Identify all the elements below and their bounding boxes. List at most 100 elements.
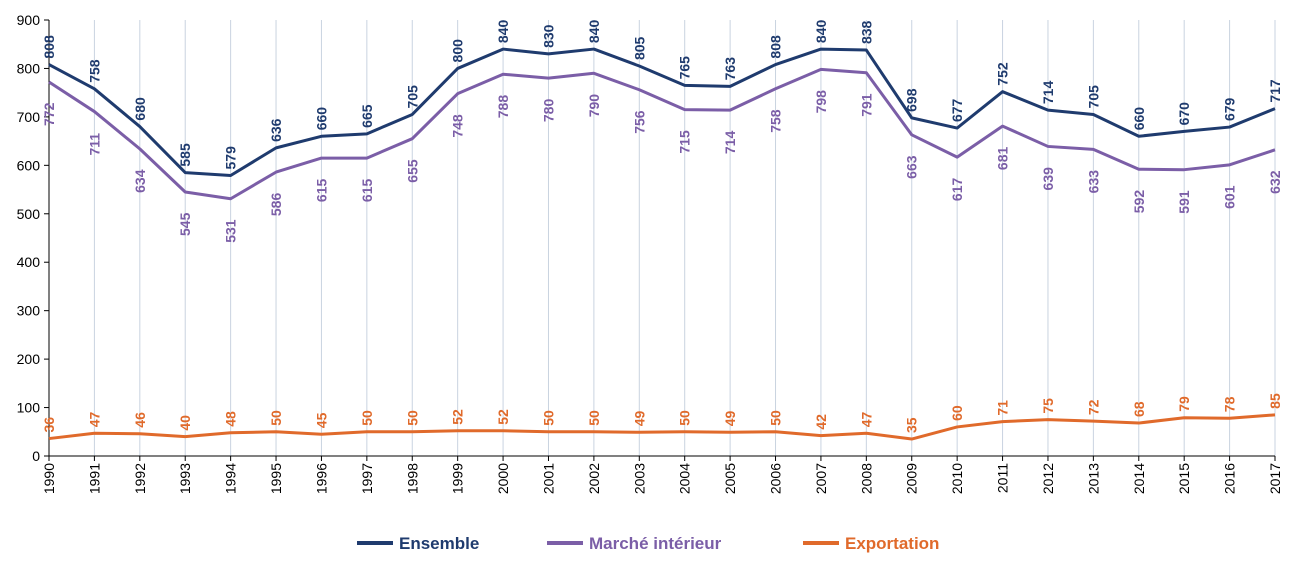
data-label-1-2001: 780 [540,99,556,123]
y-tick-label-400: 400 [17,254,41,270]
data-label-0-2009: 698 [904,88,920,112]
data-label-0-2013: 705 [1085,85,1101,109]
data-label-2-2013: 72 [1085,399,1101,415]
data-label-0-1997: 665 [359,104,375,128]
x-tick-label-1999: 1999 [450,463,466,494]
data-label-2-2005: 49 [722,410,738,426]
data-label-1-1995: 586 [268,193,284,217]
data-label-1-2000: 788 [495,95,511,119]
legend: Ensemble Marché intérieur Exportation [357,534,939,553]
x-tick-label-1994: 1994 [223,463,239,494]
x-tick-label-2012: 2012 [1040,463,1056,494]
data-label-1-1998: 655 [404,159,420,183]
data-label-0-1998: 705 [404,85,420,109]
data-label-1-1992: 634 [132,169,148,193]
data-label-2-1993: 40 [177,415,193,431]
data-label-2-1990: 36 [41,417,57,433]
data-label-0-1994: 579 [223,146,239,170]
data-label-1-1991: 711 [86,133,102,156]
legend-label-1: Marché intérieur [589,534,722,553]
series-line-0 [48,47,1276,178]
data-label-2-2000: 52 [495,409,511,425]
y-tick-label-800: 800 [17,60,41,76]
data-label-1-1990: 772 [41,102,57,126]
data-label-1-2010: 617 [949,178,965,202]
data-label-2-2008: 47 [858,411,874,427]
data-label-1-1997: 615 [359,178,375,202]
data-label-0-2011: 752 [995,62,1011,86]
y-tick-label-900: 900 [17,12,41,28]
data-label-2-2014: 68 [1131,401,1147,417]
data-label-2-2016: 78 [1222,396,1238,412]
x-tick-label-1998: 1998 [404,463,420,494]
x-tick-label-2000: 2000 [495,463,511,494]
y-tick-label-500: 500 [17,206,41,222]
data-label-2-2003: 49 [631,410,647,426]
data-label-1-2004: 715 [677,130,693,154]
x-tick-label-2008: 2008 [858,463,874,494]
data-label-1-1993: 545 [177,212,193,236]
x-tick-label-2017: 2017 [1267,463,1283,494]
axes [48,20,1275,457]
y-tick-label-100: 100 [17,400,41,416]
data-label-2-2011: 71 [995,400,1011,416]
x-tick-label-2009: 2009 [904,463,920,494]
data-label-0-2002: 840 [586,19,602,43]
data-label-0-2007: 840 [813,19,829,43]
x-tick-label-2016: 2016 [1222,463,1238,494]
data-label-2-1998: 50 [404,410,420,426]
data-label-1-2017: 632 [1267,170,1283,194]
data-label-2-2006: 50 [768,410,784,426]
y-axis-ticks: 0 100 200 300 400 500 600 700 800 900 [17,12,49,464]
data-label-0-2000: 840 [495,19,511,43]
x-tick-label-2011: 2011 [995,463,1011,493]
data-label-0-1991: 758 [86,59,102,83]
y-tick-label-300: 300 [17,303,41,319]
data-label-0-2004: 765 [677,56,693,80]
data-label-1-2013: 633 [1085,170,1101,194]
data-labels: 808 758 680 585 579 636 660 665 705 800 840 830 840 8… [41,19,1283,433]
data-label-1-2009: 663 [904,155,920,179]
x-tick-label-1991: 1991 [86,463,102,494]
x-tick-label-1993: 1993 [177,463,193,494]
data-label-0-1990: 808 [41,35,57,59]
x-tick-label-2007: 2007 [813,463,829,494]
data-label-0-2001: 830 [540,24,556,48]
data-label-1-2015: 591 [1176,190,1192,214]
x-tick-label-1990: 1990 [41,463,57,494]
data-label-2-2007: 42 [813,414,829,430]
x-tick-label-2014: 2014 [1131,463,1147,494]
data-label-0-2016: 679 [1222,97,1238,121]
data-label-1-2006: 758 [768,109,784,133]
data-label-0-2006: 808 [768,35,784,59]
data-label-0-2008: 838 [858,20,874,44]
data-label-2-2009: 35 [904,417,920,433]
series-line-2 [48,413,1276,441]
y-tick-label-200: 200 [17,351,41,367]
data-label-1-1999: 748 [450,114,466,138]
data-label-2-1996: 45 [313,412,329,428]
data-label-2-2010: 60 [949,405,965,421]
data-label-2-1992: 46 [132,412,148,428]
x-tick-label-1992: 1992 [132,463,148,494]
data-label-1-2002: 790 [586,94,602,118]
data-label-1-1994: 531 [223,219,239,243]
data-label-2-1991: 47 [86,411,102,427]
x-tick-label-2010: 2010 [949,463,965,494]
x-tick-label-2001: 2001 [540,463,556,494]
data-label-1-2007: 798 [813,90,829,114]
data-label-2-1999: 52 [450,409,466,425]
x-tick-label-2013: 2013 [1085,463,1101,494]
data-label-0-1993: 585 [177,143,193,167]
legend-label-2: Exportation [845,534,939,553]
data-label-2-2001: 50 [540,410,556,426]
x-axis-ticks: 1990 1991 1992 1993 1994 1995 1996 1997 1998 1999… [41,456,1283,494]
data-label-0-2014: 660 [1131,107,1147,131]
data-label-0-2003: 805 [631,36,647,60]
y-tick-label-700: 700 [17,109,41,125]
y-tick-label-600: 600 [17,157,41,173]
y-tick-label-0: 0 [32,448,40,464]
data-label-2-1995: 50 [268,410,284,426]
data-label-0-1995: 636 [268,118,284,142]
